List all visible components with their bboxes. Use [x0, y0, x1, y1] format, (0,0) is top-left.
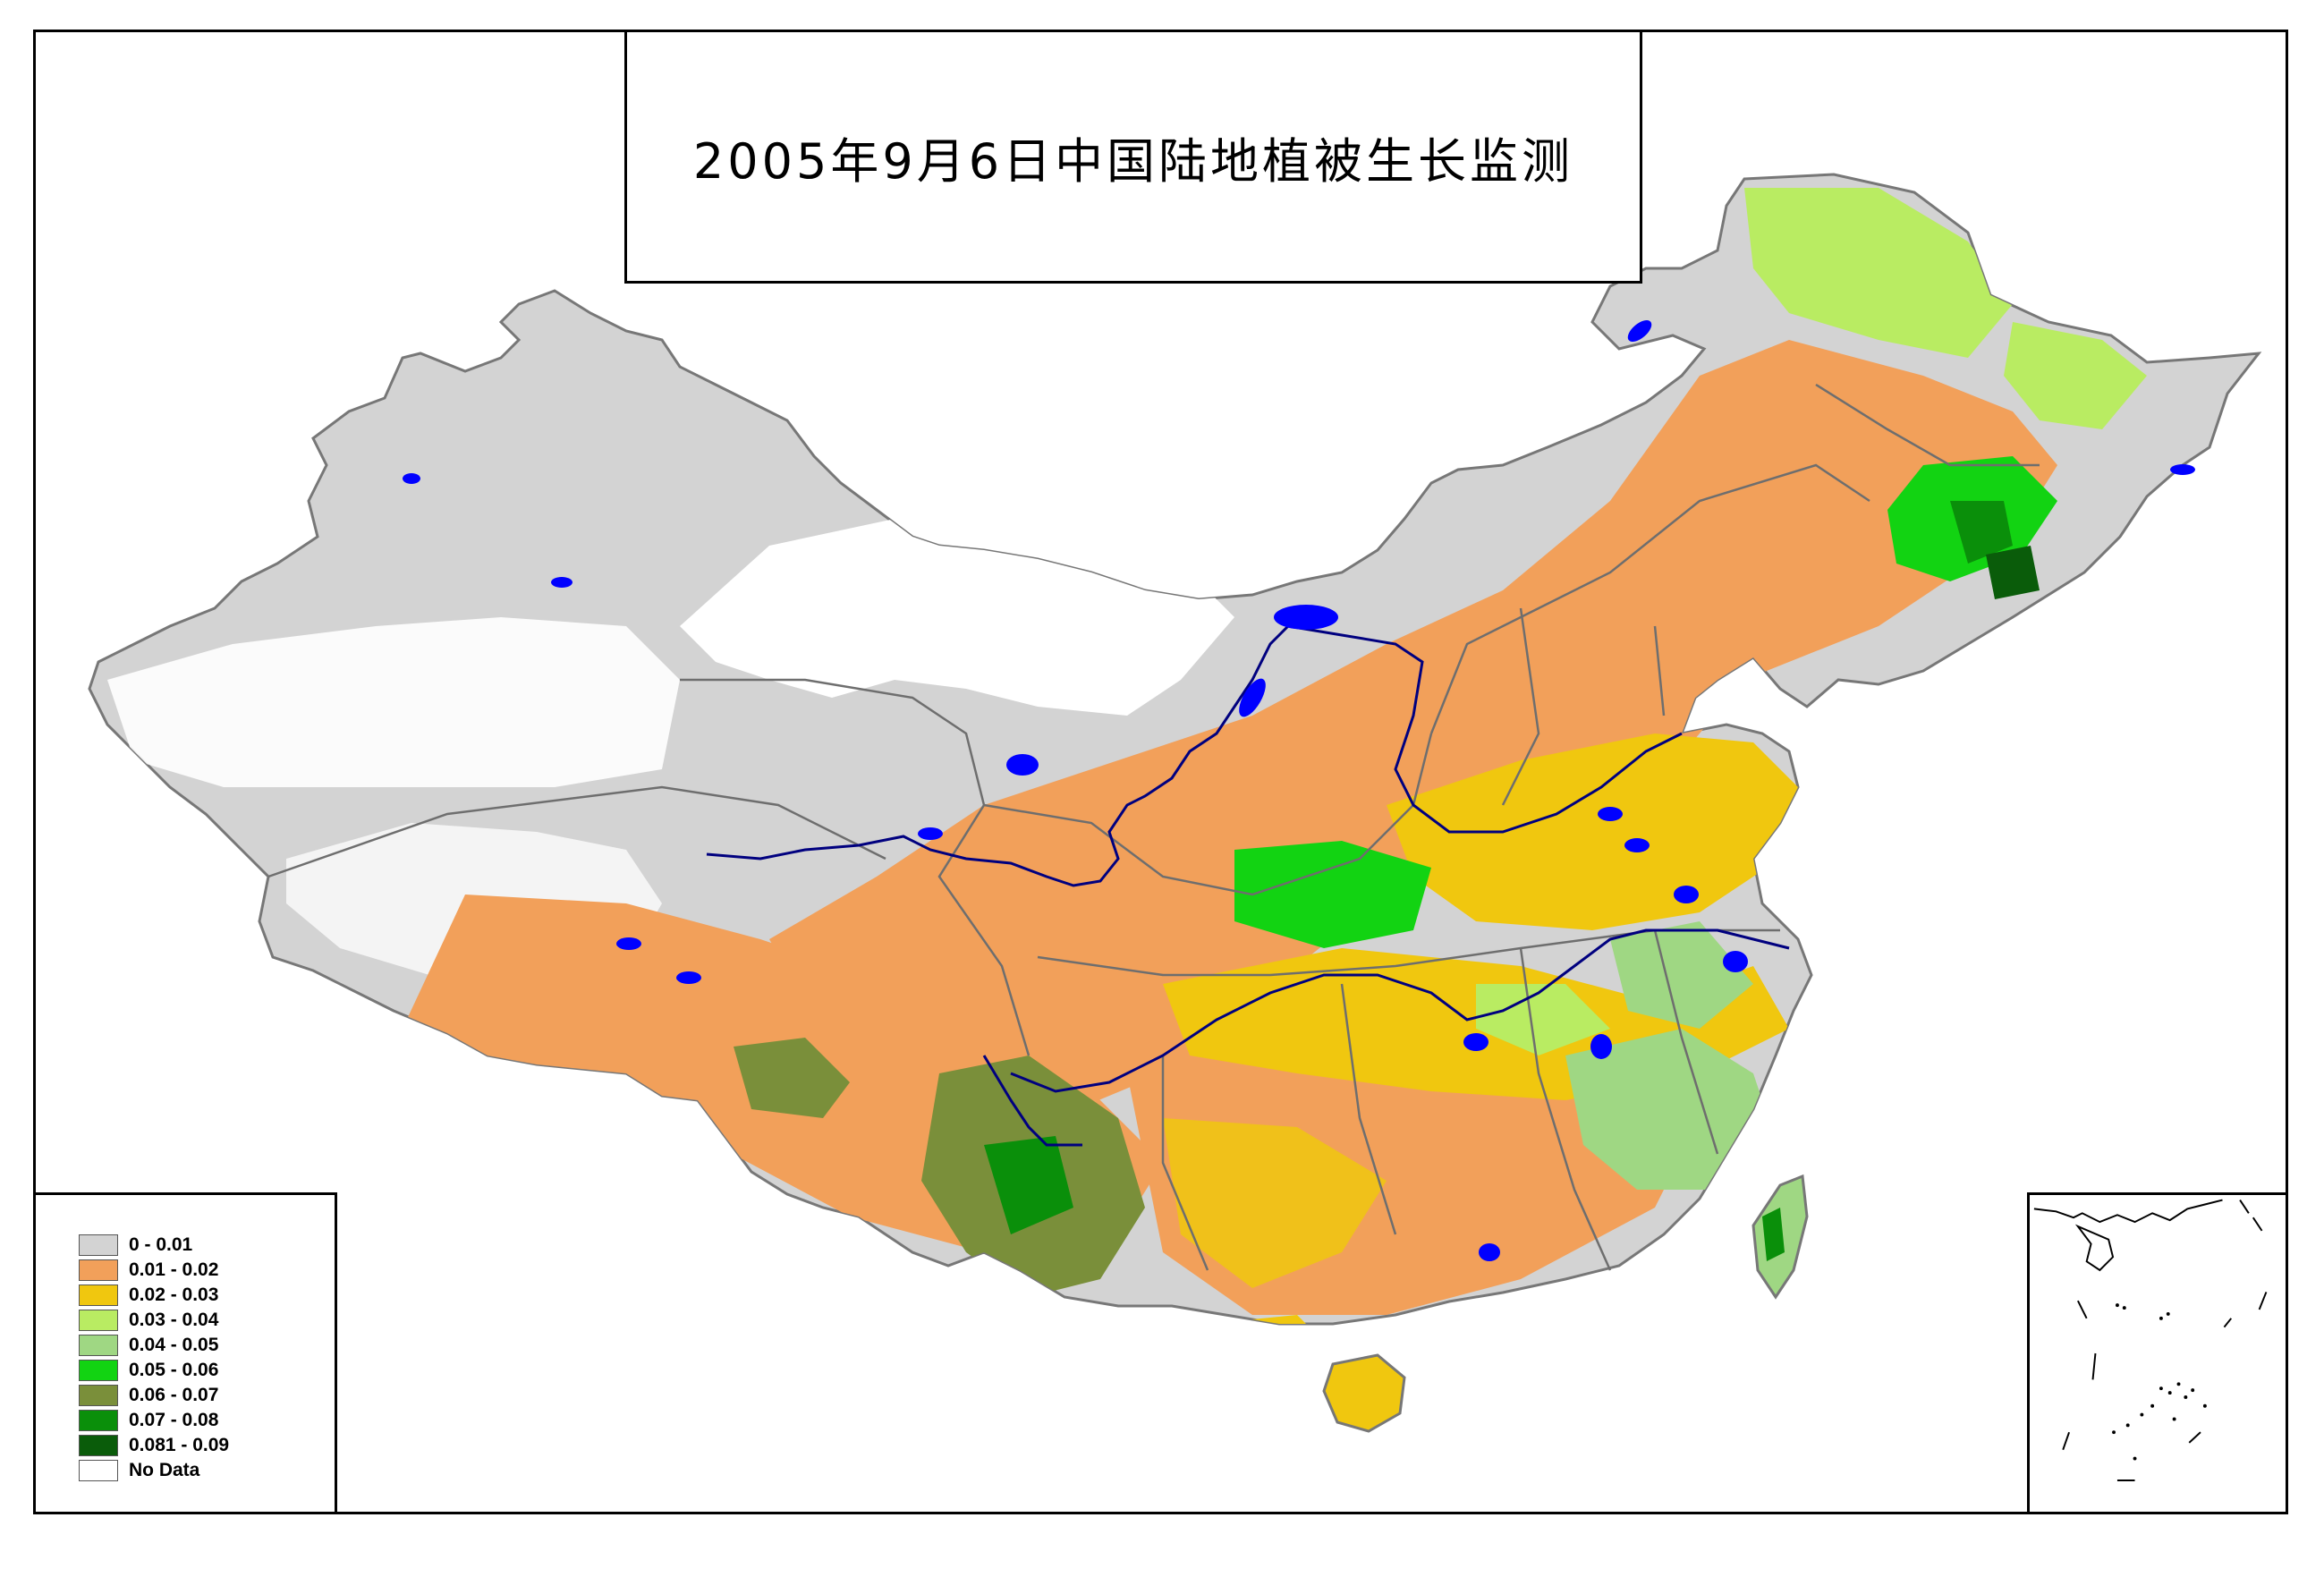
legend-item: No Data — [79, 1458, 335, 1483]
legend-item: 0.03 - 0.04 — [79, 1308, 335, 1333]
legend-item: 0 - 0.01 — [79, 1233, 335, 1258]
legend-swatch — [79, 1310, 118, 1331]
legend-swatch — [79, 1460, 118, 1481]
province-boundaries — [267, 383, 2040, 1271]
legend-label: 0.03 - 0.04 — [129, 1310, 219, 1330]
map-title: 2005年9月6日中国陆地植被生长监测 — [692, 132, 1574, 190]
legend-label: 0.081 - 0.09 — [129, 1435, 230, 1455]
hainan-island — [1322, 1353, 1406, 1433]
legend-list: 0 - 0.01 0.01 - 0.02 0.02 - 0.03 0.03 - 0.0… — [79, 1233, 335, 1483]
taiwan-forest — [1762, 1208, 1785, 1261]
legend-label: 0.06 - 0.07 — [129, 1385, 219, 1405]
legend-item: 0.04 - 0.05 — [79, 1333, 335, 1358]
legend-label: 0.07 - 0.08 — [129, 1410, 219, 1430]
legend-label: 0.05 - 0.06 — [129, 1360, 219, 1380]
inset-map — [2033, 1199, 2268, 1481]
legend-swatch — [79, 1259, 118, 1281]
legend-swatch — [79, 1410, 118, 1431]
legend-swatch — [79, 1435, 118, 1456]
legend-label: 0.01 - 0.02 — [129, 1259, 219, 1280]
lakes — [403, 320, 2195, 1261]
legend-swatch — [79, 1385, 118, 1406]
legend-item: 0.07 - 0.08 — [79, 1408, 335, 1433]
south-china-sea-inset — [2027, 1192, 2288, 1514]
legend-item: 0.02 - 0.03 — [79, 1283, 335, 1308]
rivers — [706, 624, 1790, 1147]
title-box: 2005年9月6日中国陆地植被生长监测 — [624, 30, 1642, 284]
legend-swatch — [79, 1335, 118, 1356]
legend-label: 0.02 - 0.03 — [129, 1284, 219, 1305]
legend-label: No Data — [129, 1460, 200, 1480]
legend-item: 0.06 - 0.07 — [79, 1383, 335, 1408]
legend-item: 0.081 - 0.09 — [79, 1433, 335, 1458]
legend-swatch — [79, 1360, 118, 1381]
legend: 0 - 0.01 0.01 - 0.02 0.02 - 0.03 0.03 - 0.0… — [33, 1192, 337, 1514]
legend-item: 0.01 - 0.02 — [79, 1258, 335, 1283]
legend-item: 0.05 - 0.06 — [79, 1358, 335, 1383]
legend-label: 0.04 - 0.05 — [129, 1335, 219, 1355]
legend-swatch — [79, 1234, 118, 1256]
legend-swatch — [79, 1284, 118, 1306]
legend-label: 0 - 0.01 — [129, 1234, 193, 1255]
